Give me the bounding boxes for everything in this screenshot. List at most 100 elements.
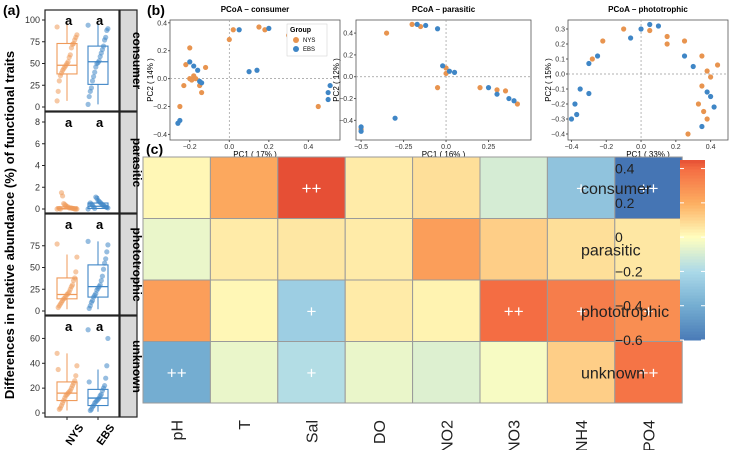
- colorbar-segment: [680, 331, 705, 335]
- colorbar-segment: [680, 211, 705, 215]
- data-point: [56, 406, 62, 412]
- colorbar-segment: [680, 319, 705, 323]
- data-point: [85, 238, 91, 244]
- point-ebs: [325, 96, 331, 103]
- colorbar-segment: [680, 280, 705, 284]
- data-point: [56, 78, 62, 84]
- colorbar-segment: [680, 313, 705, 317]
- y-tick-label: −0.1: [551, 87, 565, 94]
- significance-letter: a: [65, 319, 73, 334]
- data-point: [87, 88, 93, 94]
- data-point: [74, 363, 80, 369]
- box: [87, 45, 109, 85]
- facet-strip: [119, 9, 138, 112]
- heatmap-cell: [479, 156, 548, 219]
- point-ebs: [195, 67, 201, 73]
- point-ebs: [175, 120, 181, 126]
- heatmap-cell: [546, 279, 616, 342]
- point-ebs: [655, 23, 662, 29]
- x-tick-label: −0.2: [599, 144, 613, 151]
- heatmap-cell: [546, 341, 616, 404]
- colorbar-segment: [680, 160, 705, 164]
- data-point: [58, 190, 65, 196]
- colorbar-segment: [680, 223, 705, 227]
- pcoa-xlabel: PC1 ( 17% ): [233, 150, 277, 159]
- point-ebs: [266, 25, 272, 31]
- data-point: [54, 24, 60, 30]
- point-nys: [685, 131, 691, 137]
- x-tick-label: 0.2: [671, 144, 681, 151]
- point-ebs: [628, 35, 634, 41]
- point-ebs: [494, 91, 500, 97]
- data-point: [105, 335, 111, 342]
- data-point: [105, 242, 111, 248]
- y-tick-label: 20: [30, 383, 40, 393]
- colorbar-segment: [680, 190, 705, 194]
- y-tick-label: 25: [30, 80, 40, 90]
- significance-mark: ++: [167, 363, 187, 382]
- significance-letter: a: [96, 319, 104, 334]
- y-tick-label: 0.1: [555, 57, 565, 64]
- heatmap-cell: [344, 156, 414, 219]
- data-point: [85, 22, 91, 28]
- y-tick-label: −0.2: [551, 102, 565, 109]
- point-nys: [681, 38, 688, 44]
- y-tick-label: 4: [35, 161, 40, 171]
- significance-mark: +: [307, 363, 317, 382]
- heatmap-cell: [277, 156, 346, 219]
- colorbar-segment: [680, 214, 705, 218]
- point-nys: [315, 103, 321, 110]
- data-point: [93, 64, 99, 70]
- x-tick-label: −0.5: [354, 144, 368, 151]
- pcoa-xlabel: PC1 ( 33% ): [626, 150, 670, 159]
- heatmap-cell: [209, 218, 279, 281]
- point-nys: [589, 56, 595, 62]
- data-point: [71, 277, 77, 284]
- heatmap-cell: [277, 341, 346, 404]
- colorbar-segment: [680, 334, 705, 338]
- facet-strip: [119, 315, 138, 418]
- legend-label-nys: NYS: [303, 38, 315, 44]
- point-nys: [494, 87, 500, 93]
- colorbar-segment: [680, 325, 705, 329]
- point-nys: [600, 38, 606, 44]
- significance-letter: a: [65, 217, 73, 232]
- point-ebs: [451, 69, 458, 75]
- x-tick-label: 0.25: [482, 144, 496, 151]
- colorbar-segment: [680, 166, 705, 170]
- legend-swatch-ebs: [293, 46, 299, 52]
- colorbar-segment: [680, 178, 705, 182]
- data-point: [54, 350, 60, 356]
- y-tick-label: 2: [35, 182, 40, 192]
- col-label: PO4: [642, 420, 659, 450]
- point-ebs: [485, 85, 492, 91]
- colorbar-segment: [680, 184, 705, 188]
- pcoa-title: PCoA – phototrophic: [608, 5, 688, 14]
- colorbar-segment: [680, 193, 705, 197]
- point-ebs: [246, 69, 252, 75]
- colorbar-segment: [680, 292, 705, 296]
- data-point: [102, 37, 108, 43]
- y-tick-label: −0.4: [551, 132, 565, 139]
- point-ebs: [414, 21, 420, 27]
- heatmap-cell: [614, 341, 683, 404]
- heatmap-cell: [546, 156, 616, 219]
- data-point: [73, 373, 79, 379]
- col-label: NH4: [574, 420, 591, 450]
- heatmap-cell: [209, 279, 279, 342]
- point-ebs: [236, 27, 242, 33]
- colorbar-segment: [680, 247, 705, 251]
- heatmap-cell: [142, 156, 211, 219]
- heatmap-cell: [277, 218, 346, 281]
- colorbar-tick-label: 0: [615, 229, 623, 245]
- x-tick-label: −0.2: [183, 144, 197, 151]
- row-label: unknown: [581, 365, 645, 382]
- data-point: [54, 98, 60, 104]
- heatmap-cell: [479, 279, 548, 342]
- colorbar-segment: [680, 169, 705, 173]
- colorbar-segment: [680, 199, 705, 203]
- colorbar-segment: [680, 289, 705, 293]
- significance-mark: +: [307, 302, 317, 321]
- colorbar-segment: [680, 175, 705, 179]
- point-ebs: [440, 63, 446, 69]
